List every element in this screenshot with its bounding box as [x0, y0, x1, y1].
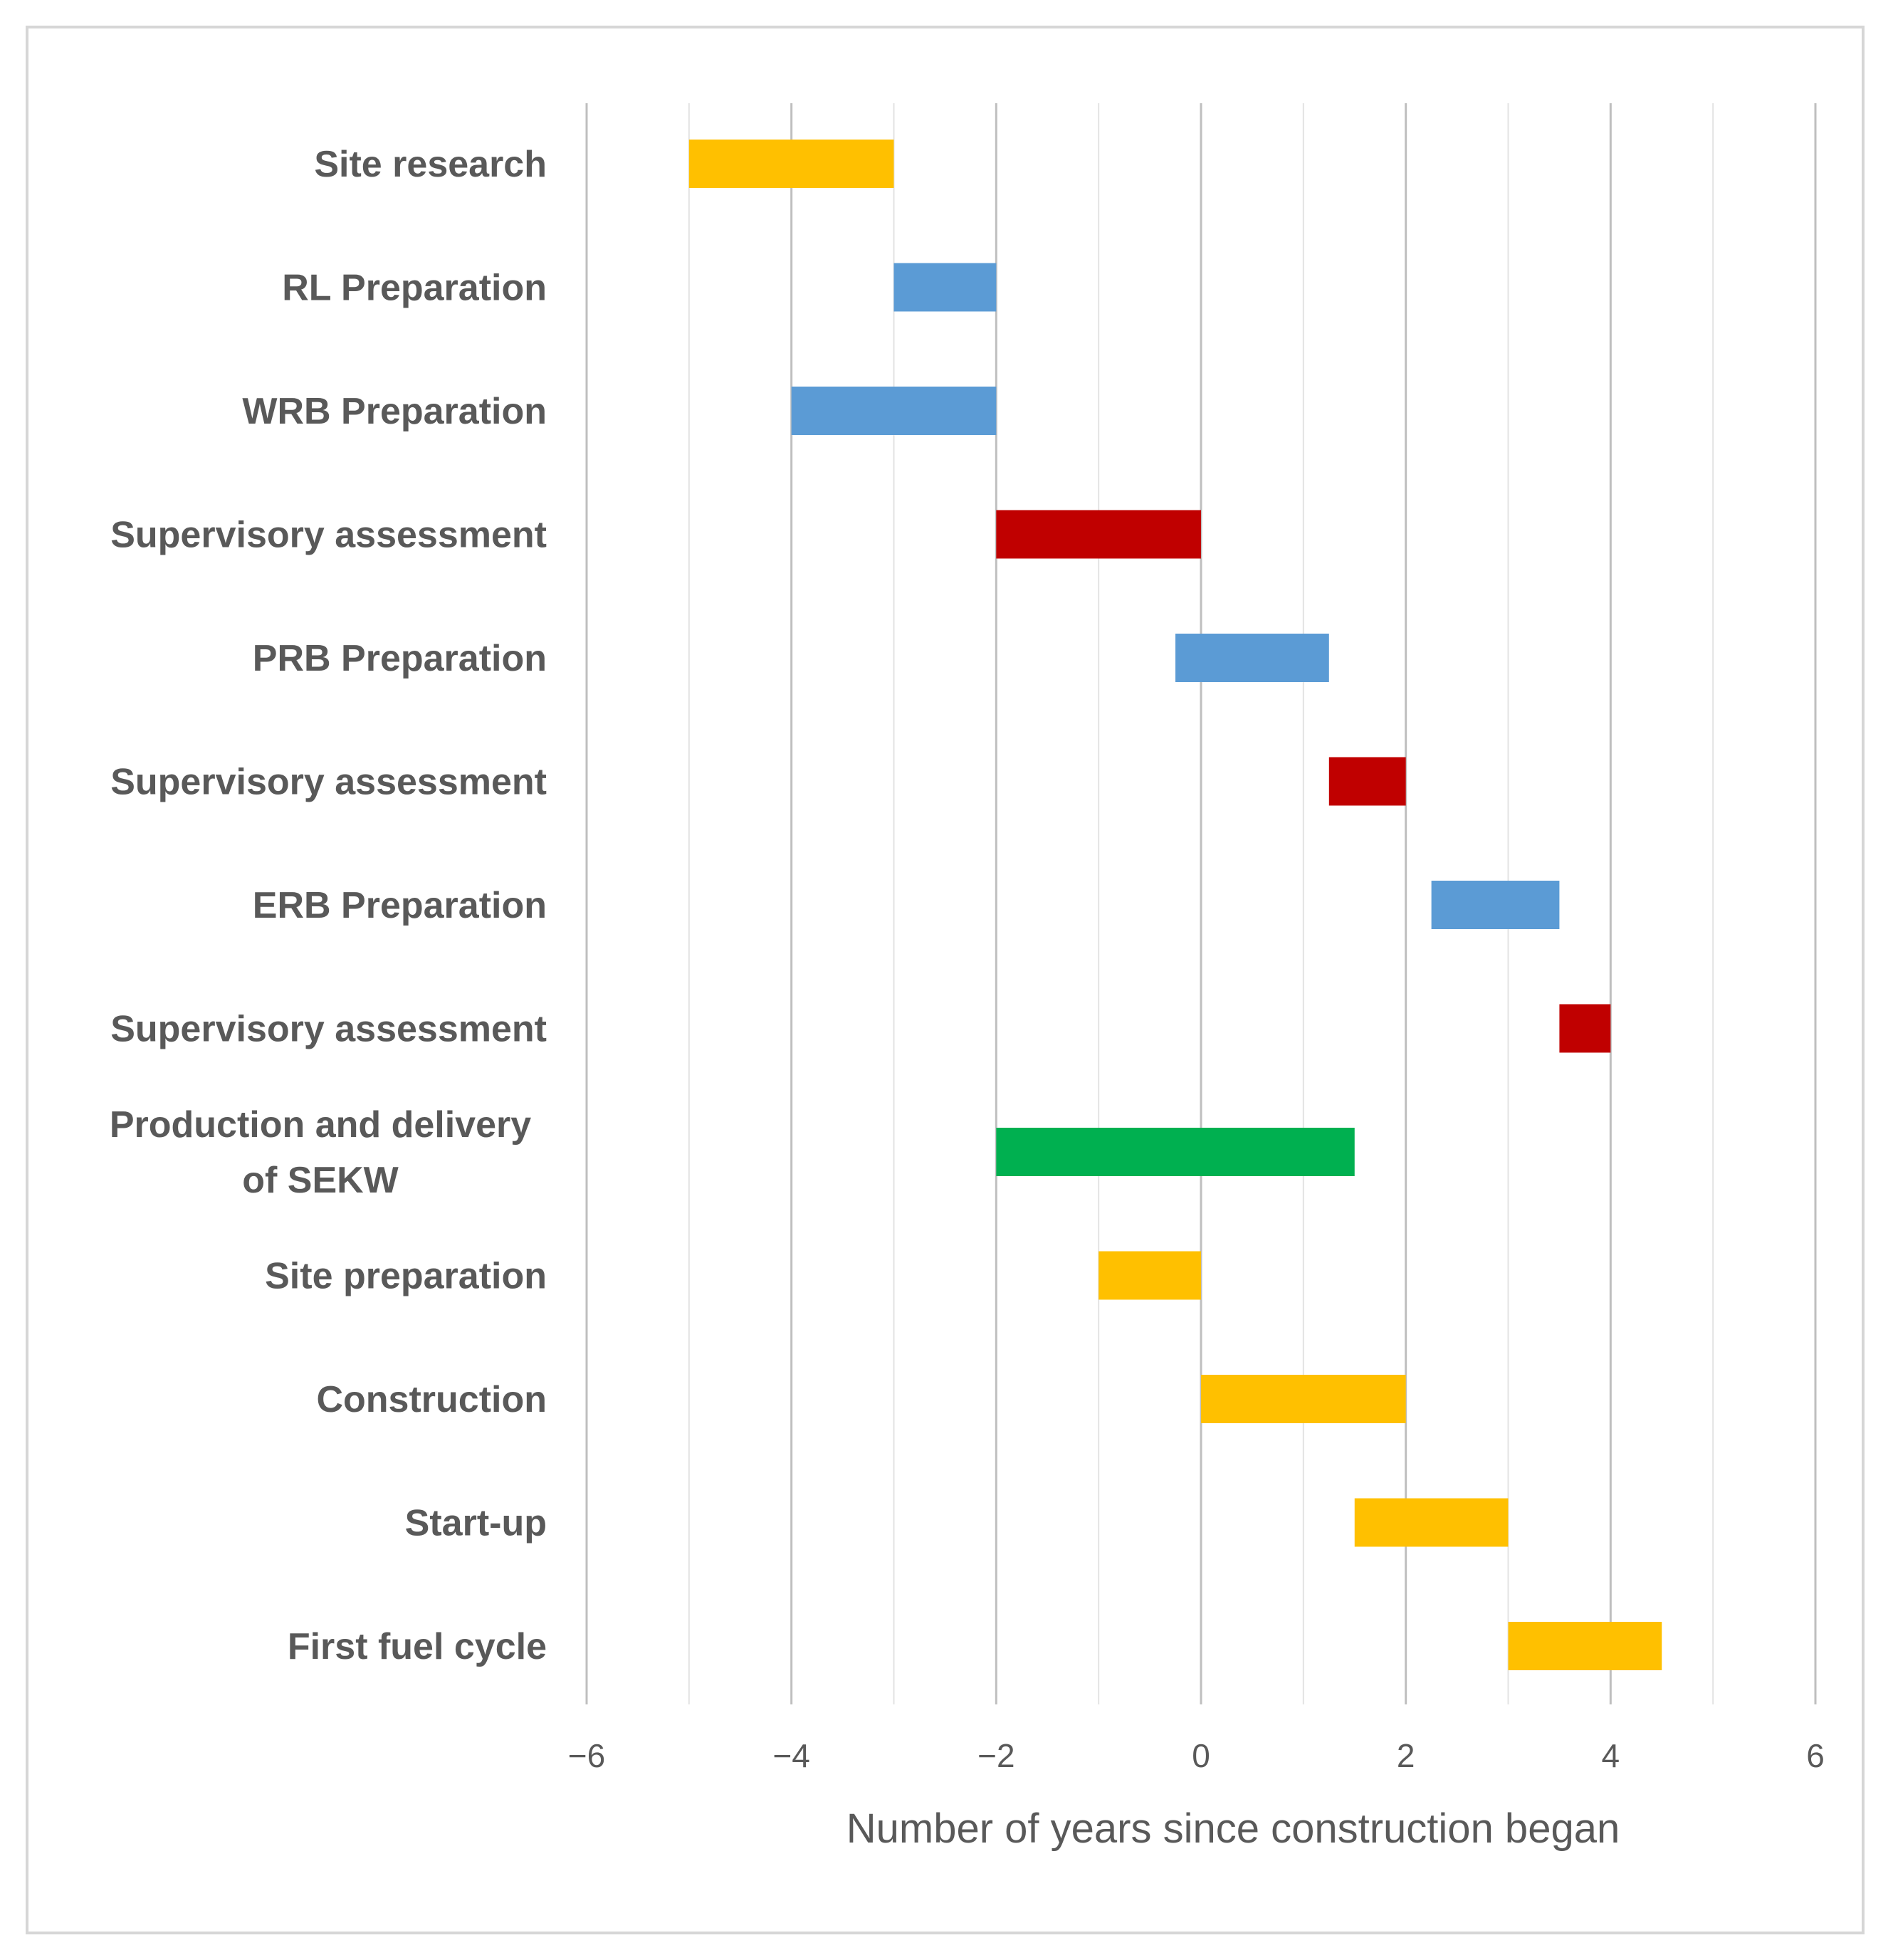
x-tick-labels: −6 −4 −2 0 2 4 6 [568, 1737, 1825, 1774]
task-bar [1431, 881, 1560, 929]
x-tick-label: −2 [977, 1737, 1014, 1774]
x-tick-label: −6 [568, 1737, 605, 1774]
x-tick-label: 0 [1192, 1737, 1210, 1774]
x-tick-label: 2 [1397, 1737, 1415, 1774]
task-bar [1354, 1498, 1509, 1547]
category-labels: Site research RL Preparation WRB Preparati… [110, 144, 547, 1667]
category-label: Site research [314, 144, 547, 185]
task-bar [1508, 1622, 1662, 1670]
category-label: of SEKW [242, 1160, 399, 1201]
category-label: Production and delivery [110, 1104, 531, 1146]
task-bar [1175, 634, 1329, 682]
task-bar [996, 1128, 1355, 1176]
task-bar [688, 140, 894, 188]
chart-frame: Site research RL Preparation WRB Preparati… [26, 26, 1865, 1934]
x-axis-title: Number of years since construction began [846, 1806, 1620, 1852]
category-label: ERB Preparation [253, 885, 547, 926]
task-bar [893, 263, 997, 312]
task-bar [1098, 1251, 1201, 1300]
x-tick-label: 4 [1602, 1737, 1620, 1774]
task-bar [1559, 1004, 1611, 1053]
task-bar [791, 387, 997, 435]
category-label: First fuel cycle [288, 1626, 547, 1667]
task-bar [1201, 1375, 1406, 1423]
category-label: Supervisory assessment [110, 762, 547, 803]
task-bars [688, 140, 1662, 1670]
category-label: Construction [316, 1379, 547, 1420]
category-label: PRB Preparation [253, 638, 547, 679]
category-label: WRB Preparation [242, 391, 547, 432]
task-bar [1328, 757, 1406, 806]
category-label: RL Preparation [282, 268, 547, 309]
x-tick-label: −4 [772, 1737, 809, 1774]
category-label: Start-up [405, 1503, 547, 1544]
x-tick-label: 6 [1806, 1737, 1825, 1774]
task-bar [996, 510, 1201, 559]
category-label: Supervisory assessment [110, 1009, 547, 1050]
grid-lines [585, 103, 1817, 1704]
gantt-chart: Site research RL Preparation WRB Preparati… [110, 103, 1825, 1852]
category-label: Site preparation [265, 1256, 547, 1297]
category-label: Supervisory assessment [110, 515, 547, 556]
